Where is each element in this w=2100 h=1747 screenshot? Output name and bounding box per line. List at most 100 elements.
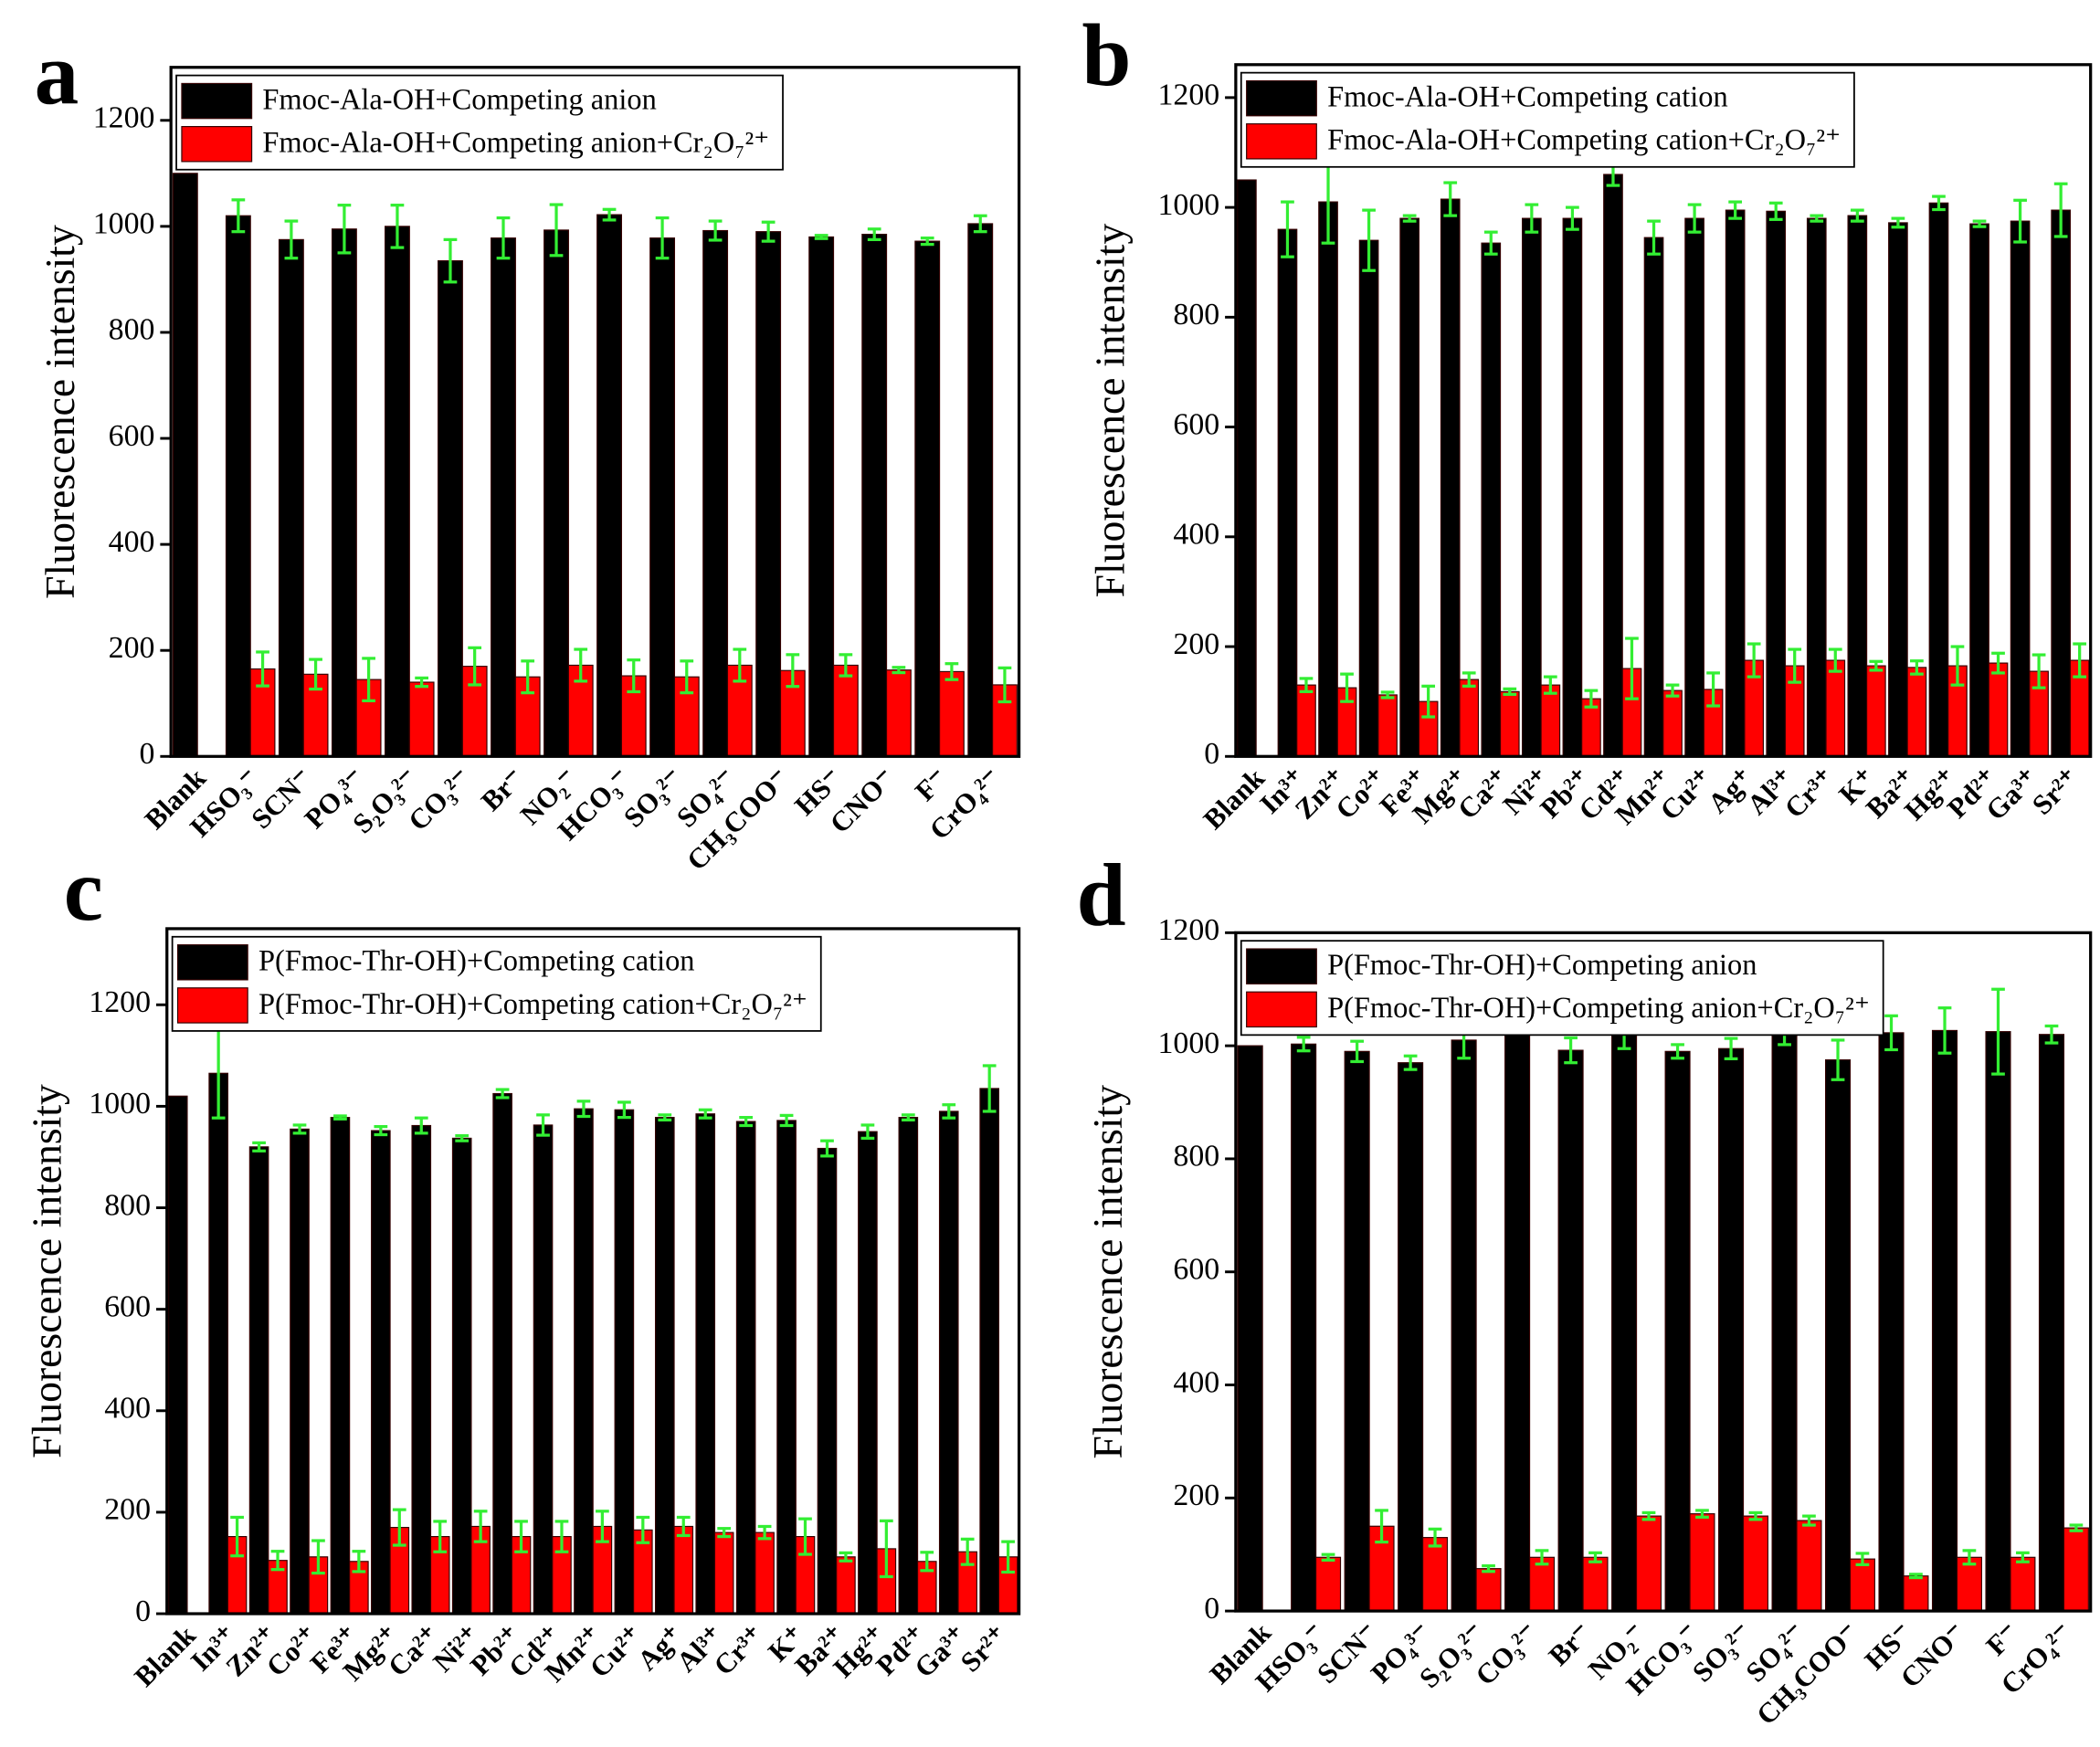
- legend: Fmoc-Ala-OH+Competing cation Fmoc-Ala-OH+…: [1240, 71, 1855, 168]
- x-tick-label: SO₃²⁻: [1686, 1616, 1758, 1689]
- error-bar: [2053, 182, 2068, 238]
- error-bar: [2016, 1551, 2030, 1563]
- y-tick-label: 200: [109, 631, 155, 665]
- bar: [1928, 202, 1949, 757]
- error-bar: [1909, 1573, 1923, 1580]
- error-bar: [860, 1123, 875, 1141]
- bar: [1291, 1043, 1317, 1612]
- error-bar: [230, 1515, 244, 1558]
- error-bar: [717, 1527, 732, 1539]
- bar: [1499, 690, 1520, 757]
- error-bar: [627, 658, 641, 694]
- y-tick-label: 600: [104, 1289, 151, 1323]
- bar: [702, 229, 729, 757]
- error-bar: [1321, 1552, 1335, 1563]
- error-bar: [602, 207, 617, 222]
- error-bar: [1588, 1551, 1602, 1563]
- legend-label: P(Fmoc-Thr-OH)+Competing cation+Cr₂O₇²⁺: [259, 988, 807, 1021]
- error-bar: [997, 666, 1012, 704]
- bar: [1664, 1050, 1691, 1612]
- bar: [938, 1110, 959, 1615]
- error-bar: [1991, 651, 2005, 675]
- error-bar: [920, 237, 934, 247]
- error-bar: [292, 1123, 307, 1135]
- bar: [1318, 201, 1338, 757]
- plot-frame: [169, 66, 1021, 758]
- error-bar: [1671, 1043, 1684, 1060]
- bar: [1806, 217, 1827, 757]
- bar: [1562, 217, 1583, 757]
- error-bar: [798, 1517, 812, 1556]
- bar: [808, 236, 835, 757]
- panel-label: a: [35, 26, 79, 124]
- panel: c Fluorescence intensity 0 200 400 600 800 1000…: [23, 841, 1021, 1693]
- bar: [330, 1117, 351, 1615]
- legend-swatch: [1246, 991, 1317, 1028]
- error-bar: [1724, 1037, 1738, 1060]
- error-bar: [1641, 1510, 1656, 1521]
- bar: [914, 240, 941, 757]
- error-bar: [1706, 671, 1720, 708]
- bar: [1475, 1568, 1502, 1612]
- bar: [533, 1124, 554, 1615]
- legend: P(Fmoc-Thr-OH)+Competing cation P(Fmoc-Th…: [171, 935, 822, 1032]
- error-bar: [733, 647, 747, 683]
- error-bar: [473, 1510, 488, 1543]
- error-bar: [676, 1515, 691, 1538]
- error-bar: [374, 1125, 388, 1137]
- bar: [1766, 210, 1787, 757]
- error-bar: [333, 1114, 347, 1121]
- error-bar: [390, 204, 405, 249]
- bar: [649, 237, 676, 757]
- bar: [1662, 689, 1683, 757]
- legend-label: Fmoc-Ala-OH+Competing cation+Cr₂O₇²⁺: [1327, 124, 1841, 157]
- y-tick-label: 200: [104, 1493, 151, 1527]
- error-bar: [2013, 198, 2027, 244]
- error-bar: [231, 198, 246, 234]
- error-bar: [1855, 1552, 1870, 1566]
- error-bar: [1281, 200, 1294, 258]
- error-bar: [786, 653, 800, 689]
- bar: [1771, 1034, 1798, 1612]
- bar: [1611, 1034, 1638, 1612]
- y-axis-label: Fluorescence intensity: [1087, 224, 1134, 598]
- error-bar: [1932, 195, 1946, 212]
- bar: [278, 238, 304, 757]
- error-bar: [680, 659, 694, 695]
- error-bar: [1810, 214, 1824, 223]
- legend-swatch: [176, 987, 248, 1024]
- error-bar: [311, 1539, 325, 1575]
- error-bar: [1462, 671, 1476, 688]
- bar: [574, 1108, 594, 1615]
- bar: [858, 1131, 878, 1615]
- error-bar: [1828, 647, 1842, 673]
- bar: [861, 233, 888, 757]
- error-bar: [1728, 200, 1743, 220]
- error-bar: [392, 1508, 406, 1547]
- legend-label: P(Fmoc-Thr-OH)+Competing anion: [1327, 949, 1757, 982]
- error-bar: [1362, 208, 1376, 272]
- error-bar: [982, 1064, 997, 1113]
- legend-frame: [175, 74, 784, 171]
- bar: [832, 664, 859, 757]
- error-bar: [309, 658, 322, 691]
- error-bar: [1001, 1540, 1015, 1574]
- bar: [673, 1525, 694, 1615]
- error-bar: [554, 1520, 569, 1553]
- legend-swatch: [181, 82, 253, 120]
- error-bar: [973, 214, 987, 234]
- error-bar: [252, 1141, 266, 1152]
- plot-frame: [1234, 931, 2093, 1613]
- x-tick-label: SCN⁻: [245, 762, 318, 835]
- bar: [755, 1531, 775, 1615]
- bar: [1824, 1059, 1852, 1612]
- error-bar: [1647, 219, 1661, 256]
- x-tick-label: Sr²⁺: [955, 1619, 1014, 1679]
- legend-swatch: [1246, 948, 1317, 984]
- bar: [1825, 659, 1846, 757]
- error-bar: [1972, 219, 1987, 228]
- y-tick-label: 800: [1173, 298, 1219, 332]
- legend-swatch: [176, 944, 248, 981]
- error-bar: [761, 220, 776, 243]
